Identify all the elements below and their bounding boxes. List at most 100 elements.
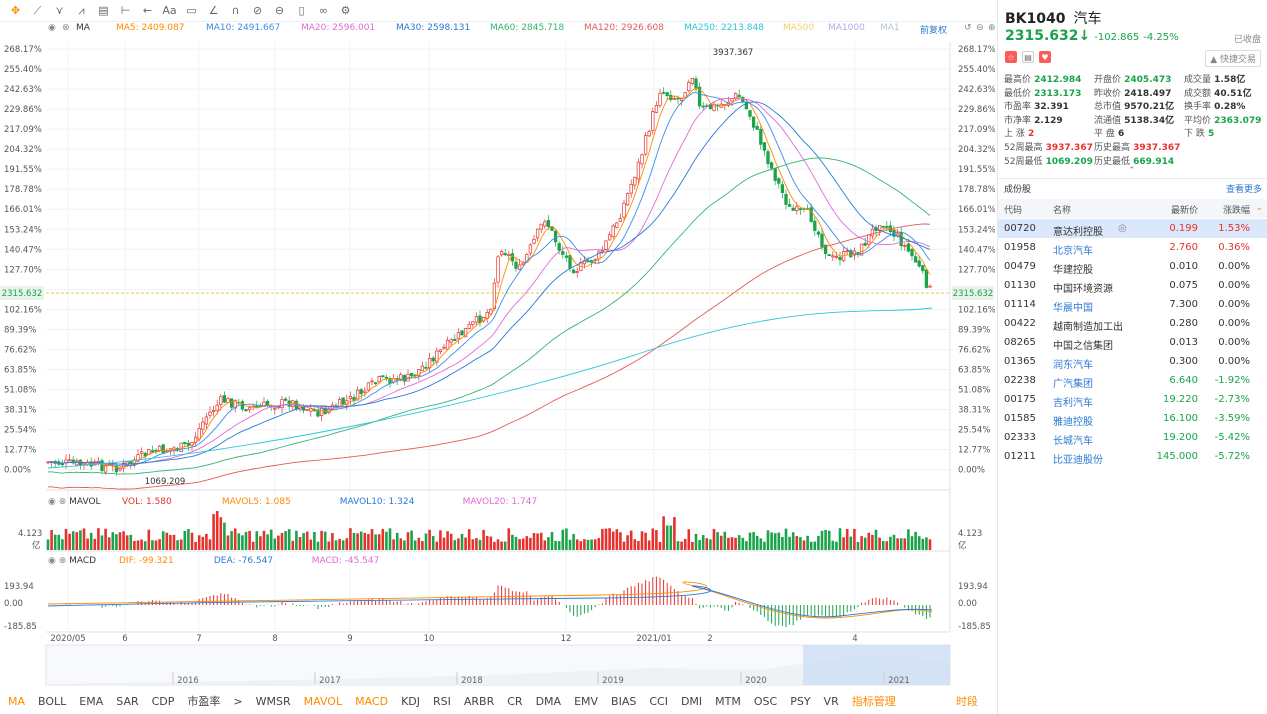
- arrow-icon[interactable]: ←: [142, 4, 153, 17]
- measure-icon[interactable]: ▤: [98, 4, 109, 17]
- indicator-tab[interactable]: EMV: [574, 694, 599, 708]
- pitchfork-icon[interactable]: ⋎: [55, 4, 64, 17]
- indicator-tab[interactable]: BIAS: [611, 694, 637, 708]
- indicator-tab[interactable]: CDP: [151, 694, 175, 708]
- indicator-tab[interactable]: OSC: [753, 694, 778, 708]
- quick-trade-button[interactable]: ▲ 快捷交易: [1205, 50, 1261, 67]
- table-row[interactable]: 08265 中国之信集团 0.013 0.00%: [1004, 337, 1250, 352]
- settings-icon[interactable]: ⚙: [340, 4, 351, 17]
- volume-bar: [673, 517, 676, 550]
- table-row[interactable]: 02238 广汽集团 6.640 -1.92%: [1004, 375, 1250, 390]
- magnet-icon[interactable]: ∩: [231, 4, 240, 17]
- table-row[interactable]: 01958 北京汽车 2.760 0.36%: [1004, 242, 1250, 257]
- eye-icon[interactable]: ◉: [48, 23, 56, 33]
- volume-bar: [914, 531, 917, 550]
- indicator-tab[interactable]: SAR: [116, 694, 139, 708]
- candle-body: [593, 259, 597, 261]
- sort-icon[interactable]: ⌄: [1255, 203, 1263, 213]
- zoom-in-icon[interactable]: ⊕: [988, 23, 996, 33]
- candle-body: [748, 110, 752, 117]
- ma60-value: MA60: 2845.718: [490, 23, 565, 33]
- volume-bar: [511, 534, 514, 550]
- candle-body: [859, 243, 864, 256]
- zoom-out-icon[interactable]: ⊖: [976, 23, 984, 33]
- kline-chart[interactable]: 268.17% 268.17% 255.40% 255.40% 242.63% 242.6…: [0, 22, 995, 687]
- eye-icon[interactable]: ◉ ⊗: [48, 497, 70, 507]
- indicator-tab[interactable]: DMI: [680, 694, 703, 708]
- compare-icon[interactable]: ∞: [318, 4, 329, 17]
- volume-bar: [151, 540, 154, 550]
- table-row[interactable]: 00175 吉利汽车 19.220 -2.73%: [1004, 394, 1250, 409]
- indicator-tab[interactable]: EMA: [79, 694, 104, 708]
- indicator-tab[interactable]: 指标管理: [851, 695, 896, 708]
- volume-bar: [644, 532, 647, 550]
- y-tick-label: 268.17%: [958, 45, 995, 55]
- range-icon[interactable]: ⊢: [120, 4, 131, 17]
- volume-bar: [784, 528, 788, 550]
- candle-body: [46, 461, 50, 464]
- eraser-icon[interactable]: ⊖: [274, 4, 285, 17]
- volume-bar: [500, 541, 503, 550]
- candle-body: [150, 450, 155, 453]
- indicator-tab[interactable]: MACD: [355, 694, 389, 708]
- indicator-tab[interactable]: MA: [8, 694, 26, 708]
- indicator-tab[interactable]: PSY: [790, 694, 811, 708]
- adjust-mode[interactable]: 前复权: [920, 26, 948, 36]
- table-row[interactable]: 02333 长城汽车 19.200 -5.42%: [1004, 432, 1250, 447]
- indicator-tab[interactable]: RSI: [433, 694, 451, 708]
- pen-icon[interactable]: ∠: [208, 4, 219, 17]
- ma1000-value: MA1000: [828, 23, 865, 33]
- vol-axis-label: 4.123: [18, 529, 42, 539]
- table-row[interactable]: 01114 华晨中国 7.300 0.00%: [1004, 299, 1250, 314]
- table-row[interactable]: 01585 雅迪控股 16.100 -3.59%: [1004, 413, 1250, 428]
- volume-bar: [777, 532, 781, 550]
- note-icon[interactable]: ▤: [1022, 51, 1034, 63]
- ma-label[interactable]: MA: [76, 23, 90, 33]
- move-crosshair-icon[interactable]: ✥: [10, 4, 21, 17]
- table-row[interactable]: 01365 润东汽车 0.300 0.00%: [1004, 356, 1250, 371]
- indicator-tab[interactable]: 时段: [956, 695, 978, 708]
- text-icon[interactable]: Aa: [162, 4, 177, 17]
- candle-body: [445, 340, 450, 350]
- indicator-tab[interactable]: 市盈率: [187, 695, 221, 708]
- wave-tool-icon[interactable]: ⩘: [78, 4, 85, 17]
- indicator-tab[interactable]: MTM: [715, 694, 741, 708]
- vol-axis-label: 亿: [32, 540, 41, 551]
- star-icon[interactable]: ☆: [1005, 51, 1017, 63]
- volume-bar: [118, 532, 122, 550]
- line-tool-icon[interactable]: ⟋: [33, 4, 42, 17]
- comment-icon[interactable]: ▭: [186, 4, 197, 17]
- volume-bar: [849, 536, 853, 550]
- link-icon[interactable]: ⊘: [252, 4, 263, 17]
- indicator-tab[interactable]: MAVOL: [303, 694, 343, 708]
- indicator-tab[interactable]: DMA: [535, 694, 562, 708]
- candle-body: [820, 233, 824, 248]
- volume-bar: [705, 538, 709, 550]
- table-row[interactable]: 00720 意达利控股 0.199 1.53% ◎: [998, 219, 1267, 238]
- eye-icon[interactable]: ◎: [1118, 223, 1127, 234]
- chevron-up-icon[interactable]: ⌃: [1128, 166, 1136, 176]
- candle-body: [737, 94, 741, 98]
- table-row[interactable]: 00422 越南制造加工出 0.280 0.00%: [1004, 318, 1250, 333]
- view-more-link[interactable]: 查看更多: [1225, 185, 1262, 195]
- candle-body: [139, 451, 144, 454]
- table-row[interactable]: 00479 华建控股 0.010 0.00%: [1004, 261, 1250, 276]
- indicator-tab[interactable]: VR: [823, 694, 839, 708]
- table-row[interactable]: 01211 比亚迪股份 145.000 -5.72%: [1004, 451, 1250, 466]
- close-icon[interactable]: ⊗: [62, 23, 70, 33]
- table-row[interactable]: 01130 中国环境资源 0.075 0.00%: [1004, 280, 1250, 295]
- heart-icon[interactable]: ♥: [1039, 51, 1051, 63]
- indicator-tab[interactable]: >: [233, 694, 243, 708]
- indicator-tab[interactable]: CCI: [649, 694, 668, 708]
- indicator-tab[interactable]: BOLL: [38, 694, 67, 708]
- y-tick-label: 217.09%: [958, 125, 995, 135]
- indicator-tab[interactable]: KDJ: [401, 694, 420, 708]
- indicator-tab[interactable]: ARBR: [463, 694, 495, 708]
- indicator-tab[interactable]: CR: [507, 694, 523, 708]
- eye-icon[interactable]: ◉ ⊗: [48, 556, 70, 566]
- candle-body: [435, 350, 439, 363]
- undo-icon[interactable]: ↺: [964, 23, 972, 33]
- volume-bar: [597, 538, 601, 550]
- indicator-tab[interactable]: WMSR: [255, 694, 291, 708]
- trash-icon[interactable]: ▯: [298, 4, 305, 17]
